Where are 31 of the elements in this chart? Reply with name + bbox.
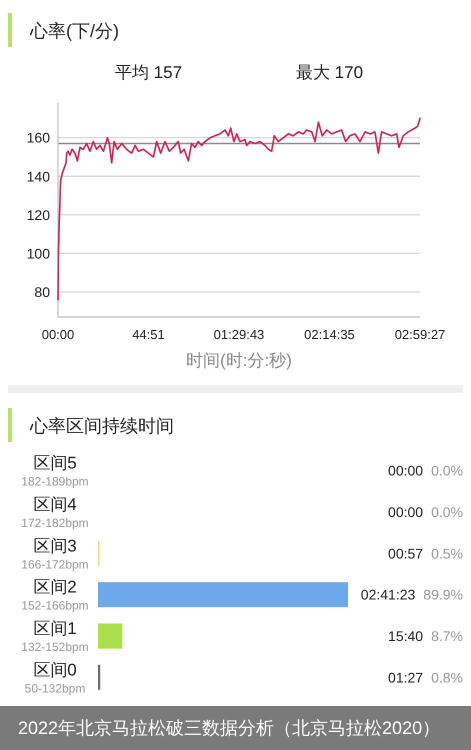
data-label: 00:57 0.5% (388, 545, 463, 562)
text: 平均 157 (114, 63, 182, 82)
y-tick-label: 区间1 132-152bpm (21, 619, 89, 654)
x-tick-label: 01:29:43 (214, 327, 264, 342)
data-label: 01:27 0.8% (388, 669, 463, 686)
x-tick-label: 44:51 (132, 327, 165, 342)
data-label: 02:41:23 89.9% (360, 586, 463, 603)
y-tick-label: 区间3 166-172bpm (21, 536, 89, 572)
data-label: 00:00 0.0% (388, 462, 463, 479)
x-axis-title: 时间(时:分:秒) (186, 351, 292, 370)
chart-title: 心率区间持续时间 (29, 416, 174, 436)
y-tick-label: 100 (26, 245, 50, 262)
y-tick-label: 140 (26, 168, 50, 184)
line-series (57, 118, 421, 300)
text: 最大 170 (296, 63, 364, 82)
x-tick-label: 02:14:35 (304, 327, 355, 342)
y-tick-label: 区间4 172-182bpm (21, 495, 89, 530)
x-tick-label: 00:00 (42, 327, 74, 342)
y-tick-label: 区间0 50-132bpm (24, 660, 86, 696)
y-tick-label: 120 (26, 206, 50, 223)
data-label: 00:00 0.0% (388, 504, 463, 520)
bar (98, 582, 348, 608)
data-label: 15:40 8.7% (388, 628, 463, 644)
x-tick-label: 02:59:27 (394, 327, 446, 342)
chart-title: 心率(下/分) (29, 21, 119, 41)
bar (98, 624, 122, 648)
y-tick-label: 区间5 182-189bpm (21, 454, 89, 489)
y-tick-label: 区间2 152-166bpm (21, 578, 89, 613)
y-tick-label: 80 (34, 284, 50, 300)
text: 2022年北京马拉松破三数据分析（北京马拉松2020） (18, 718, 440, 738)
y-tick-label: 160 (26, 130, 50, 146)
